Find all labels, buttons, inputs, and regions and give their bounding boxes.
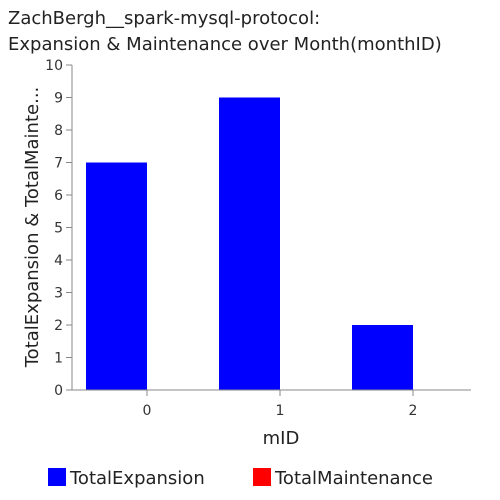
y-tick-label: 6 [54, 188, 63, 204]
y-tick-label: 10 [45, 58, 63, 74]
x-axis-label: mID [263, 428, 300, 449]
x-tick-label: 2 [409, 403, 418, 419]
y-tick-label: 5 [54, 221, 63, 237]
y-tick-label: 7 [54, 156, 63, 172]
x-axis: 0 1 2 [72, 389, 471, 419]
y-tick-label: 0 [54, 383, 63, 399]
x-tick-label: 0 [143, 403, 152, 419]
bar-TotalExpansion-1 [219, 97, 280, 390]
y-tick-label: 8 [54, 123, 63, 139]
legend-swatch-TotalExpansion [48, 468, 66, 486]
bar-TotalExpansion-2 [352, 325, 413, 390]
chart-title-line-1: ZachBergh__spark-mysql-protocol: [8, 8, 320, 29]
chart-title-line-2: Expansion & Maintenance over Month(month… [8, 34, 442, 55]
plot-area [86, 97, 413, 390]
legend-label-TotalExpansion: TotalExpansion [69, 468, 205, 489]
y-axis: 0 1 2 3 4 5 6 7 8 9 10 [45, 58, 73, 399]
y-tick-label: 1 [54, 351, 63, 367]
y-tick-label: 9 [54, 91, 63, 107]
legend-label-TotalMaintenance: TotalMaintenance [274, 468, 433, 489]
bar-TotalExpansion-0 [86, 162, 147, 390]
y-axis-label: TotalExpansion & TotalMainte... [22, 87, 43, 369]
y-tick-label: 2 [54, 318, 63, 334]
x-tick-label: 1 [276, 403, 285, 419]
legend-swatch-TotalMaintenance [253, 468, 271, 486]
legend: TotalExpansion TotalMaintenance [48, 468, 433, 489]
y-tick-label: 4 [54, 253, 63, 269]
y-tick-label: 3 [54, 286, 63, 302]
